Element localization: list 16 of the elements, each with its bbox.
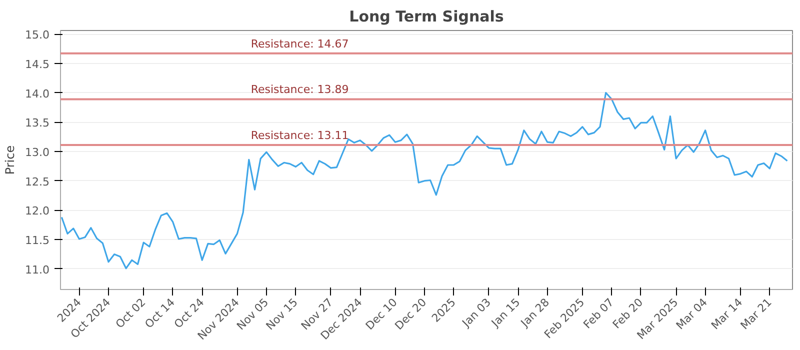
line-series <box>60 92 788 270</box>
y-tick-label: 14.5 <box>25 58 50 71</box>
y-tick-label: 13.0 <box>25 146 50 159</box>
chart-title: Long Term Signals <box>349 8 504 26</box>
ref-line-label: Resistance: 14.67 <box>250 37 349 50</box>
y-tick-label: 12.5 <box>25 175 50 188</box>
x-tick-label: Jan 03 <box>459 296 494 330</box>
y-tick-label: 11.0 <box>25 263 50 276</box>
y-tick-label: 13.5 <box>25 116 50 130</box>
y-axis-title: Price <box>3 145 18 175</box>
ref-line-label: Resistance: 13.11 <box>250 129 349 142</box>
y-tick-label: 14.0 <box>25 87 50 100</box>
y-tick-label: 11.5 <box>25 234 50 248</box>
y-tick-label: 15.0 <box>25 28 50 42</box>
ref-line-label: Resistance: 13.89 <box>250 83 349 96</box>
y-tick-label: 12.0 <box>25 204 50 218</box>
